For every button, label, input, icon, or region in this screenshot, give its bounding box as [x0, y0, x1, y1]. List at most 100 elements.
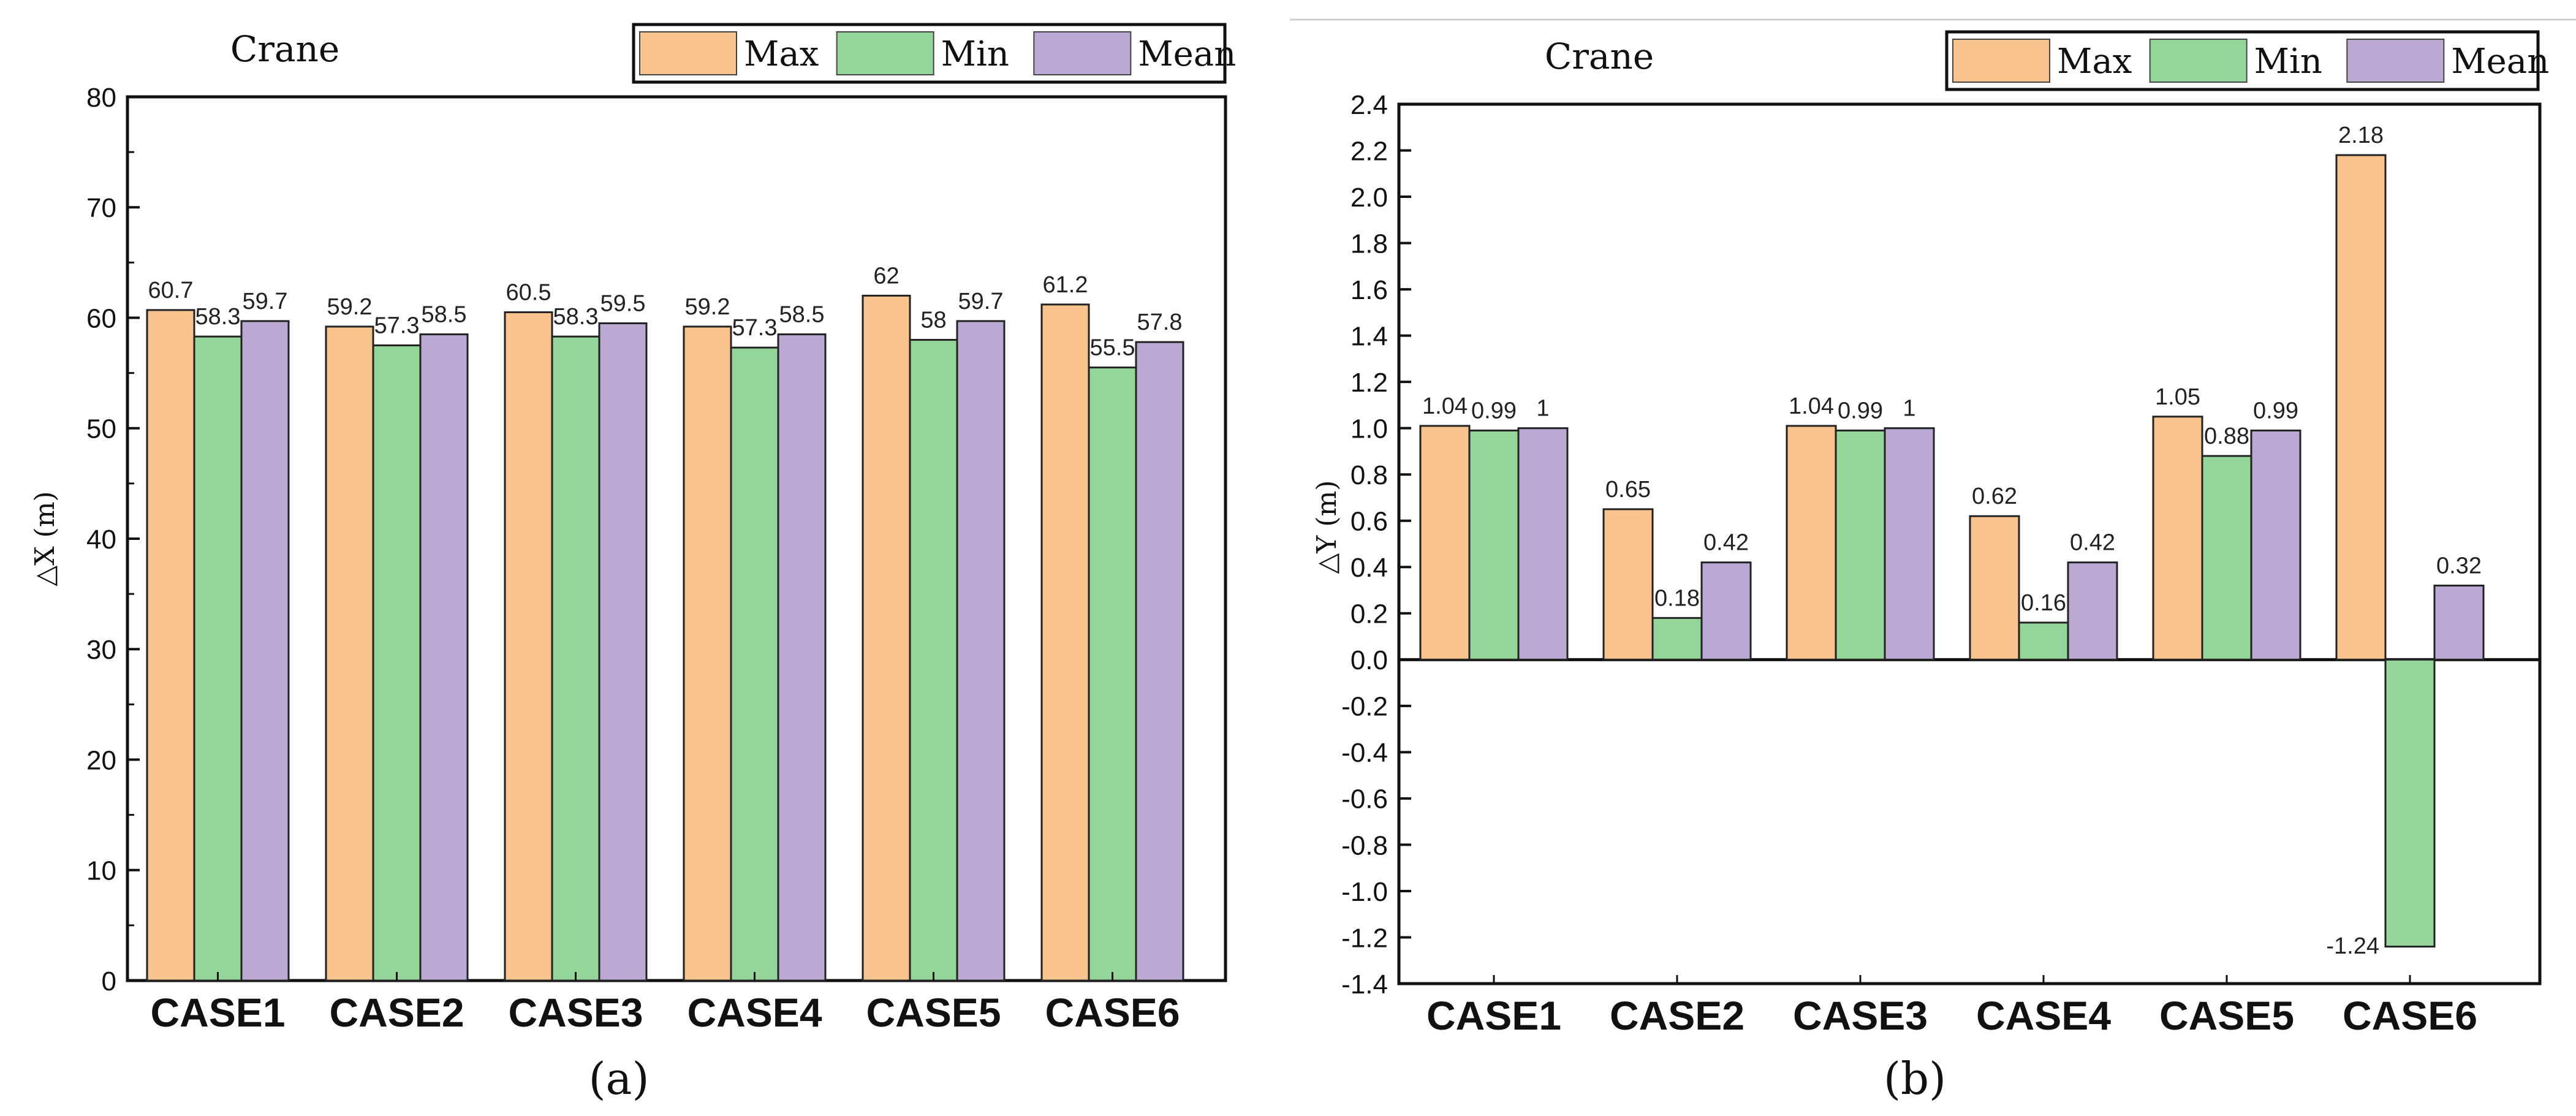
data-label-min-case2: 0.18: [1654, 585, 1700, 611]
x-tick-label-case2: CASE2: [329, 990, 464, 1035]
y-tick-label-b: -1.4: [1341, 970, 1388, 1000]
y-axis-label-a: △X (m): [29, 491, 61, 586]
bar-min-case1: [1468, 429, 1520, 661]
panel-label-a: (a): [588, 1053, 649, 1104]
bar-mean-case6: [1135, 341, 1184, 982]
x-tick-label-case5: CASE5: [866, 990, 1001, 1035]
y-tick-label-a: 70: [86, 193, 116, 223]
x-tick-label-case4: CASE4: [1976, 993, 2111, 1038]
bar-max-case6: [1040, 303, 1090, 982]
data-label-max-case4: 0.62: [1972, 484, 2017, 509]
legend-swatch-mean: [1033, 31, 1132, 75]
bar-max-case6: [2335, 154, 2387, 661]
data-label-max-case1: 60.7: [148, 278, 194, 303]
bar-max-case2: [325, 325, 374, 982]
y-tick-label-b: 0.0: [1351, 645, 1388, 675]
y-tick-label-a: 40: [86, 525, 116, 555]
y-tick-label-a: 60: [86, 303, 116, 333]
y-tick-label-b: 1.4: [1351, 321, 1388, 351]
legend-swatch-max: [639, 31, 737, 75]
y-tick-label-a: 80: [86, 83, 116, 113]
data-label-max-case2: 59.2: [327, 294, 373, 320]
bar-max-case2: [1602, 508, 1654, 661]
panel-label-b: (b): [1884, 1053, 1946, 1104]
data-label-min-case5: 58: [920, 308, 946, 333]
y-tick-label-b: 1.6: [1351, 275, 1388, 305]
bar-min-case3: [1835, 429, 1886, 661]
bar-max-case5: [2152, 416, 2203, 661]
chart-title-a: Crane: [230, 28, 339, 70]
x-tick-label-case2: CASE2: [1610, 993, 1744, 1038]
y-tick-label-b: 2.2: [1351, 136, 1388, 166]
bar-mean-case1: [240, 320, 290, 982]
y-tick-label-a: 50: [86, 414, 116, 444]
x-tick-label-case1: CASE1: [150, 990, 285, 1035]
data-label-min-case4: 0.16: [2021, 590, 2066, 616]
y-tick-label-b: 1.0: [1351, 414, 1388, 444]
legend-label-mean: Mean: [1138, 34, 1236, 74]
bar-min-case6: [1088, 366, 1137, 982]
legend-label-min: Min: [941, 34, 1009, 74]
bar-max-case1: [146, 309, 195, 982]
x-tick-label-case1: CASE1: [1426, 993, 1561, 1038]
data-label-mean-case4: 0.42: [2070, 530, 2115, 556]
data-label-min-case3: 0.99: [1838, 398, 1883, 423]
data-label-max-case4: 59.2: [685, 294, 730, 320]
data-label-mean-case2: 0.42: [1703, 530, 1749, 556]
x-tick-label-case5: CASE5: [2159, 993, 2294, 1038]
bar-max-case4: [683, 325, 732, 982]
bar-mean-case4: [2067, 561, 2118, 661]
chart-b: -1.4 -1.2 -1.0 -0.8 -0.6 -0.4 -0.2 0.0 0.2 0.4 0.6…: [1311, 30, 2549, 1038]
bar-min-case5: [2201, 455, 2252, 661]
data-label-mean-case3: 1: [1903, 396, 1915, 422]
data-label-max-case5: 1.05: [2155, 384, 2200, 410]
y-tick-label-b: -1.2: [1341, 923, 1388, 953]
y-tick-label-b: -0.2: [1341, 692, 1388, 722]
bar-mean-case2: [419, 333, 469, 982]
bar-min-case2: [372, 344, 422, 982]
y-tick-label-b: 0.8: [1351, 460, 1388, 490]
bar-max-case3: [504, 311, 553, 982]
data-label-mean-case6: 0.32: [2436, 553, 2482, 579]
data-label-max-case2: 0.65: [1605, 477, 1651, 503]
bar-mean-case3: [1884, 427, 1935, 661]
y-tick-label-b: 2.0: [1351, 183, 1388, 213]
data-label-max-case5: 62: [873, 263, 899, 289]
data-label-min-case3: 58.3: [553, 304, 599, 330]
data-label-mean-case5: 59.7: [958, 289, 1004, 314]
y-tick-label-b: 0.2: [1351, 599, 1388, 629]
y-tick-label-b: 0.6: [1351, 507, 1388, 537]
bar-min-case3: [551, 335, 600, 982]
y-tick-label-a: 20: [86, 745, 116, 775]
y-tick-label-b: -0.8: [1341, 830, 1388, 860]
bar-min-case4: [730, 346, 779, 982]
bar-min-case2: [1651, 617, 1703, 661]
x-tick-label-case6: CASE6: [2343, 993, 2477, 1038]
y-tick-label-a: 30: [86, 635, 116, 665]
y-tick-label-a: 0: [102, 966, 116, 996]
data-label-max-case3: 1.04: [1789, 393, 1834, 419]
bar-mean-case6: [2433, 584, 2485, 661]
legend-swatch-min: [836, 31, 934, 75]
data-label-min-case1: 58.3: [195, 304, 241, 330]
data-label-min-case4: 57.3: [732, 315, 778, 341]
data-label-mean-case2: 58.5: [422, 302, 467, 328]
data-label-max-case6: 61.2: [1043, 272, 1088, 298]
data-label-min-case1: 0.99: [1471, 398, 1517, 423]
data-label-mean-case1: 59.7: [243, 289, 288, 314]
legend-label-mean: Mean: [2451, 42, 2549, 82]
bar-mean-case2: [1700, 561, 1752, 661]
x-tick-label-case3: CASE3: [1793, 993, 1928, 1038]
data-label-mean-case1: 1: [1536, 396, 1549, 422]
y-axis-label-b: △Y (m): [1311, 480, 1343, 574]
bar-mean-case5: [2250, 429, 2301, 661]
data-label-max-case1: 1.04: [1422, 393, 1468, 419]
y-tick-label-b: 2.4: [1351, 90, 1388, 120]
data-label-min-case2: 57.3: [374, 313, 420, 339]
y-tick-label-b: -1.0: [1341, 877, 1388, 907]
bar-max-case5: [862, 294, 911, 982]
bar-max-case3: [1786, 425, 1837, 661]
x-tick-label-case6: CASE6: [1045, 990, 1180, 1035]
data-label-min-case6: 55.5: [1090, 335, 1135, 361]
legend-swatch-max: [1952, 39, 2050, 83]
